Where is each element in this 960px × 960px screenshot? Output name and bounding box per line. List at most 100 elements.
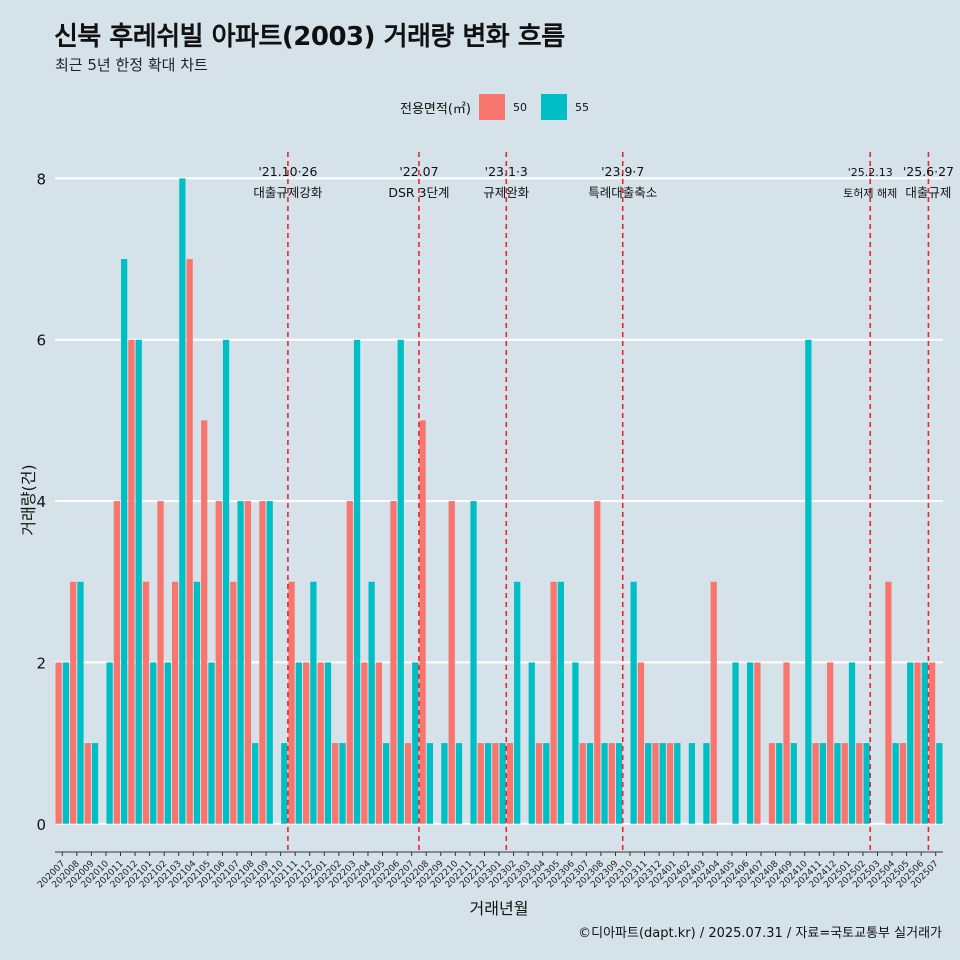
event-date: '23.1·3 — [485, 164, 528, 179]
bar-50-202202 — [332, 743, 339, 824]
bar-55-202411 — [819, 743, 827, 824]
bar-55-202408 — [776, 743, 783, 824]
bar-50-202305 — [550, 581, 557, 824]
bar-55-202312 — [659, 743, 666, 824]
bar-55-202208 — [426, 743, 433, 824]
bar-50-202502 — [856, 743, 863, 824]
legend: 전용면적(㎡) 50 55 — [400, 93, 603, 121]
bar-50-202204 — [361, 662, 368, 824]
event-label: DSR 3단계 — [388, 185, 449, 200]
bar-55-202108 — [252, 743, 259, 824]
event-date: '23.9·7 — [601, 164, 644, 179]
event-date: '21.10·26 — [258, 164, 317, 179]
bar-50-202210 — [448, 501, 455, 824]
bar-55-202504 — [892, 743, 899, 824]
bar-50-202309 — [608, 743, 615, 824]
chart-title: 신북 후레쉬빌 아파트(2003) 거래량 변화 흐름 — [54, 22, 565, 52]
bar-55-202101 — [150, 662, 157, 824]
bar-50-202504 — [885, 581, 892, 824]
bar-55-202007 — [62, 662, 70, 824]
bar-55-202507 — [936, 743, 943, 824]
source-caption: ©디아파트(dapt.kr) / 2025.07.31 / 자료=국토교통부 실… — [578, 926, 942, 941]
bar-50-202312 — [652, 743, 659, 824]
bar-50-202111 — [288, 581, 295, 824]
bar-50-202404 — [710, 581, 717, 824]
bar-55-202012 — [135, 339, 142, 824]
bar-50-202505 — [899, 743, 907, 824]
bar-55-202506 — [921, 662, 928, 824]
bar-55-202304 — [543, 743, 550, 824]
bar-55-202107 — [237, 501, 244, 824]
event-label: 대출규제강화 — [253, 185, 323, 200]
bar-50-202506 — [914, 662, 921, 824]
bar-50-202501 — [841, 743, 848, 824]
bar-50-202108 — [244, 501, 252, 824]
bar-50-202205 — [375, 662, 383, 824]
y-tick-label: 0 — [36, 816, 46, 834]
event-label: 규제완화 — [483, 185, 530, 200]
bar-50-202409 — [783, 662, 790, 824]
bar-50-202009 — [84, 743, 91, 824]
bar-55-202102 — [164, 662, 171, 824]
bar-50-202401 — [666, 743, 674, 824]
bar-50-202207 — [404, 743, 412, 824]
bar-50-202112 — [302, 662, 310, 824]
bar-55-202310 — [630, 581, 637, 824]
bar-55-202209 — [441, 743, 448, 824]
bar-55-202402 — [688, 743, 696, 824]
bar-55-202307 — [586, 743, 594, 824]
y-tick-label: 4 — [36, 493, 46, 511]
bar-55-202008 — [77, 581, 84, 824]
bar-55-202204 — [368, 581, 375, 824]
event-label: 토허제 해제 — [843, 186, 897, 200]
bar-55-202309 — [615, 743, 623, 824]
bar-55-202105 — [208, 662, 215, 824]
bar-55-202011 — [121, 259, 128, 824]
legend-label-55: 55 — [574, 100, 589, 114]
bar-55-202207 — [412, 662, 419, 824]
event-label: 대출규제 — [905, 185, 951, 200]
bar-50-202308 — [594, 501, 601, 824]
bar-55-202301 — [499, 743, 506, 824]
bar-55-202112 — [310, 581, 317, 824]
bar-55-202211 — [470, 501, 477, 824]
bar-55-202403 — [703, 743, 710, 824]
bar-50-202311 — [637, 662, 645, 824]
x-axis-title: 거래년월 — [470, 899, 529, 918]
bar-55-202409 — [790, 743, 797, 824]
bar-50-202102 — [157, 501, 164, 824]
bar-55-202109 — [266, 501, 273, 824]
bar-55-202303 — [528, 662, 535, 824]
bar-50-202407 — [754, 662, 761, 824]
bar-55-202412 — [834, 743, 841, 824]
bar-50-202101 — [142, 581, 150, 824]
bar-55-202009 — [91, 743, 99, 824]
bar-50-202212 — [477, 743, 484, 824]
legend-key-55 — [540, 94, 567, 120]
bar-55-202305 — [557, 581, 565, 824]
y-tick-label: 2 — [36, 654, 46, 672]
chart-subtitle: 최근 5년 한정 확대 차트 — [55, 56, 208, 74]
bar-55-202311 — [645, 743, 652, 824]
legend-label-50: 50 — [512, 100, 527, 114]
bar-55-202401 — [674, 743, 681, 824]
bar-50-202012 — [128, 339, 135, 824]
bar-55-202406 — [746, 662, 754, 824]
bar-55-202110 — [281, 743, 288, 824]
bar-55-202106 — [222, 339, 230, 824]
bar-50-202008 — [70, 581, 77, 824]
event-label: 특례대출축소 — [588, 185, 657, 200]
bar-50-202307 — [579, 743, 586, 824]
event-date: '25.6·27 — [903, 164, 954, 179]
bar-55-202405 — [732, 662, 739, 824]
bar-55-202505 — [907, 662, 914, 824]
bar-50-202411 — [812, 743, 819, 824]
bar-55-202308 — [601, 743, 608, 824]
event-date: '22.07 — [399, 164, 438, 179]
bar-50-202107 — [230, 581, 237, 824]
bar-50-202304 — [535, 743, 543, 824]
bar-50-202104 — [186, 259, 193, 824]
bar-55-202111 — [295, 662, 302, 824]
bar-50-202201 — [317, 662, 324, 824]
bar-55-202410 — [805, 339, 812, 824]
